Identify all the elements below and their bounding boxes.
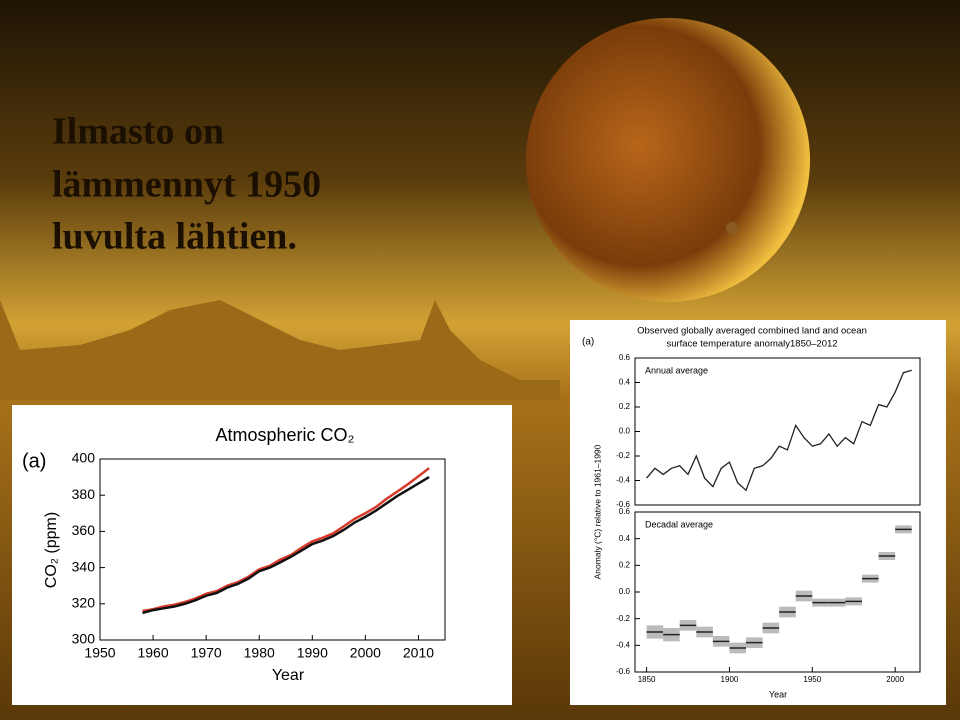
y-axis-label: CO₂ (ppm) <box>43 512 60 588</box>
x-axis-label: Year <box>272 667 305 684</box>
x-axis-label: Year <box>769 689 787 699</box>
plot-frame <box>99 458 446 641</box>
panel-label: (a) <box>582 337 594 348</box>
title-line: lämmennyt 1950 <box>52 164 321 206</box>
y-tick-label: 0.2 <box>619 402 631 411</box>
chart-title: Atmospheric CO₂ <box>215 425 354 445</box>
y-tick-label: 400 <box>72 450 96 466</box>
x-tick-label: 1990 <box>297 645 328 661</box>
y-tick-label: 0.4 <box>619 534 631 543</box>
title-line: luvulta lähtien. <box>52 216 297 258</box>
moon <box>726 222 738 234</box>
chart-title: Observed globally averaged combined land… <box>637 326 867 337</box>
y-tick-label: -0.6 <box>616 500 630 509</box>
y-tick-label: 340 <box>72 558 96 574</box>
y-tick-label: -0.4 <box>616 640 630 649</box>
y-tick-label: 320 <box>72 595 96 611</box>
y-tick-label: 0.0 <box>619 587 631 596</box>
x-tick-label: 1900 <box>721 675 739 684</box>
y-tick-label: 0.6 <box>619 353 631 362</box>
series-line <box>142 467 430 613</box>
co2-panel <box>12 405 512 705</box>
x-tick-label: 1950 <box>84 645 115 661</box>
x-tick-label: 1850 <box>638 675 656 684</box>
panel-subtitle: Decadal average <box>645 519 713 529</box>
x-tick-label: 1950 <box>803 675 821 684</box>
series-line <box>142 476 430 615</box>
x-tick-label: 2000 <box>350 645 381 661</box>
y-tick-label: -0.2 <box>616 614 630 623</box>
slide-title: Ilmasto on lämmennyt 1950 luvulta lähtie… <box>52 111 321 258</box>
x-tick-label: 1960 <box>137 645 168 661</box>
x-tick-label: 1970 <box>191 645 222 661</box>
y-tick-label: 0.0 <box>619 427 631 436</box>
panel-subtitle: Annual average <box>645 365 708 375</box>
y-tick-label: -0.2 <box>616 451 630 460</box>
chart-title: surface temperature anomaly1850–2012 <box>666 339 837 350</box>
panel-label: (a) <box>22 450 46 472</box>
y-tick-label: -0.6 <box>616 667 630 676</box>
y-axis-label: Anomaly (°C) relative to 1961–1990 <box>592 444 602 579</box>
y-tick-label: 0.2 <box>619 560 631 569</box>
y-tick-label: -0.4 <box>616 476 630 485</box>
y-tick-label: 380 <box>72 486 96 502</box>
x-tick-label: 2010 <box>403 645 434 661</box>
title-line: Ilmasto on <box>52 111 224 153</box>
planet <box>526 18 810 302</box>
y-tick-label: 0.6 <box>619 507 631 516</box>
y-tick-label: 360 <box>72 522 96 538</box>
y-tick-label: 300 <box>72 631 96 647</box>
x-tick-label: 2000 <box>886 675 904 684</box>
series-line <box>646 369 912 492</box>
y-tick-label: 0.4 <box>619 378 631 387</box>
x-tick-label: 1980 <box>244 645 275 661</box>
mountains <box>0 300 560 400</box>
